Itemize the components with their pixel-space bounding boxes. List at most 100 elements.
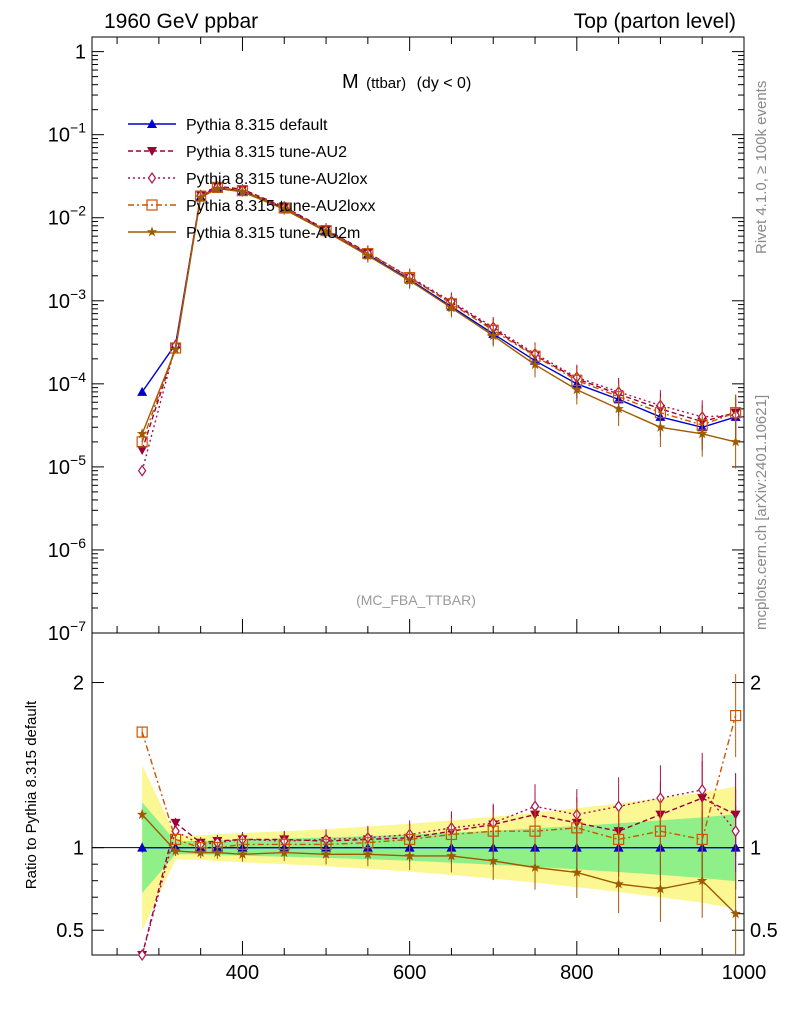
- ratio-point: [655, 883, 666, 894]
- main-ytick-label-7: 10−7: [48, 618, 86, 645]
- header-right: Top (parton level): [574, 10, 736, 33]
- point: [136, 428, 148, 439]
- legend-marker-2: [147, 171, 157, 185]
- series-1: [137, 181, 741, 455]
- point: [320, 226, 332, 237]
- ratio-point: [446, 850, 457, 861]
- ratio-ylabel: Ratio to Pythia 8.315 default: [23, 700, 40, 889]
- point: [697, 428, 708, 439]
- ratio-ytick-label-right-2: 2: [750, 673, 761, 695]
- ratio-point: [320, 848, 332, 859]
- ratio-point: [487, 825, 499, 837]
- ratio-point: [697, 783, 707, 796]
- ratio-point: [730, 709, 742, 722]
- title-suffix: (dy < 0): [417, 75, 472, 92]
- ratio-point: [731, 825, 740, 838]
- point: [529, 359, 541, 370]
- ratio-point: [362, 848, 374, 859]
- ratio-ytick-label-2: 2: [73, 673, 84, 695]
- point: [613, 403, 624, 414]
- ratio-point: [529, 825, 541, 837]
- ratio-point: [571, 866, 583, 877]
- title-main: M: [342, 71, 359, 93]
- ratio-ytick-label-right-0: 0.5: [750, 920, 778, 942]
- main-ytick-label-2: 10−2: [48, 203, 86, 230]
- ratio-point: [170, 845, 181, 856]
- header-left: 1960 GeV ppbar: [104, 10, 258, 33]
- point: [137, 386, 148, 396]
- series-line-0: [141, 186, 736, 429]
- side-rivet-label: Rivet 4.1.0, ≥ 100k events: [753, 81, 770, 254]
- main-panel: 1 10−1 10−2 10−3 10−4 10−5 10−6 10−7: [48, 36, 745, 645]
- main-ytick-label-4: 10−4: [48, 369, 86, 396]
- point: [237, 186, 248, 197]
- ratio-point: [237, 848, 248, 859]
- ratio-series-3: [136, 674, 742, 877]
- legend-marker-3: [146, 199, 158, 211]
- ratio-point: [195, 847, 206, 858]
- point: [404, 275, 415, 286]
- ratio-point: [212, 847, 223, 858]
- analysis-label: (MC_FBA_TTBAR): [356, 592, 476, 608]
- legend-marker-0: [147, 119, 157, 128]
- point: [137, 445, 148, 455]
- ratio-panel: 0.5 0.5 1 1 2 2 400 600 800 1000: [56, 632, 778, 984]
- ratio-point: [730, 908, 741, 919]
- series-3: [136, 181, 742, 448]
- point: [195, 192, 206, 202]
- ratio-series-4: [136, 809, 741, 955]
- point: [137, 464, 147, 477]
- ratio-point: [404, 850, 415, 861]
- legend-label-3: Pythia 8.315 tune-AU2loxx: [186, 198, 375, 215]
- ratio-point: [136, 726, 148, 738]
- main-ytick-label-5: 10−5: [48, 452, 86, 479]
- main-title: M (ttbar) (dy < 0): [342, 71, 471, 93]
- ratio-ytick-label-0: 0.5: [56, 920, 84, 942]
- series-4: [136, 183, 741, 469]
- ratio-point: [136, 809, 148, 820]
- legend-marker-4: [146, 226, 158, 237]
- point: [446, 302, 457, 313]
- ratio-point: [571, 822, 583, 834]
- legend-label-1: Pythia 8.315 tune-AU2: [186, 144, 347, 161]
- xtick-label-0: 400: [226, 962, 259, 984]
- legend: Pythia 8.315 default Pythia 8.315 tune-AU…: [128, 117, 375, 242]
- main-ytick-label-3: 10−3: [48, 286, 86, 313]
- title-sub: (ttbar): [366, 75, 406, 92]
- point: [279, 203, 290, 214]
- ratio-frame: [91, 632, 745, 956]
- ratio-ytick-label-right-1: 1: [750, 838, 761, 860]
- point: [170, 343, 181, 354]
- point: [655, 421, 666, 432]
- main-ytick-label-1: 10−1: [48, 120, 86, 147]
- ratio-point: [613, 878, 624, 889]
- legend-marker-1: [147, 147, 157, 156]
- ratio-point: [137, 948, 147, 962]
- main-ytick-label-0: 1: [75, 42, 86, 64]
- xtick-label-2: 800: [560, 962, 593, 984]
- xtick-label-1: 600: [393, 962, 426, 984]
- ratio-point: [169, 833, 182, 846]
- xtick-label-3: 1000: [722, 962, 767, 984]
- point: [571, 384, 583, 395]
- ratio-point: [697, 875, 708, 886]
- side-mcplots-label: mcplots.cern.ch [arXiv:2401.10621]: [753, 395, 770, 630]
- point: [212, 183, 223, 193]
- ratio-point: [170, 818, 181, 828]
- legend-label-2: Pythia 8.315 tune-AU2lox: [186, 171, 367, 188]
- series-0: [137, 182, 741, 451]
- legend-label-4: Pythia 8.315 tune-AU2m: [186, 225, 360, 242]
- ratio-point: [279, 847, 290, 858]
- point: [488, 330, 499, 341]
- point: [730, 436, 741, 447]
- ratio-point: [654, 825, 667, 837]
- ratio-point: [488, 855, 499, 866]
- main-ytick-label-6: 10−6: [48, 535, 86, 562]
- point: [362, 250, 374, 260]
- point: [730, 407, 742, 419]
- ratio-ytick-label-1: 1: [73, 838, 84, 860]
- legend-label-0: Pythia 8.315 default: [186, 117, 328, 134]
- ratio-point: [137, 842, 148, 852]
- ratio-point: [613, 833, 625, 846]
